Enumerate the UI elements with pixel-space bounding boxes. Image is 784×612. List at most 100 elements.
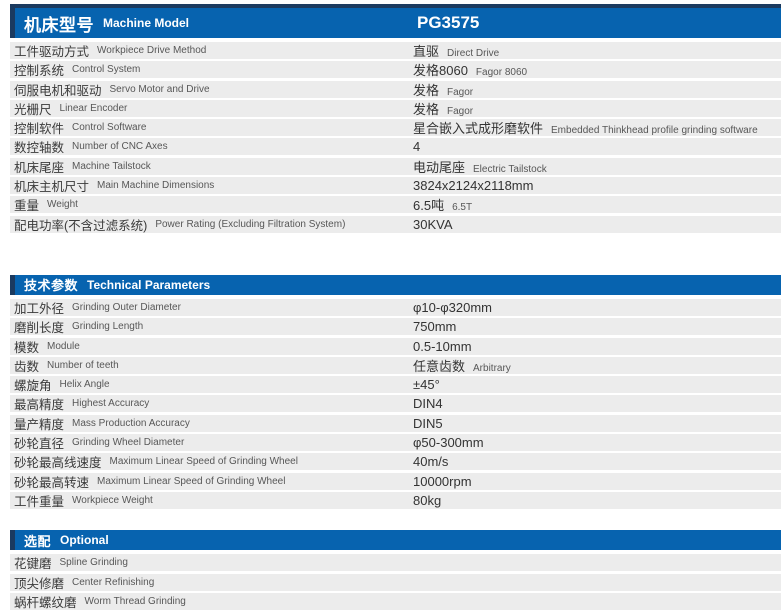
- header-label-zh: 技术参数: [24, 278, 79, 294]
- row-value-en: Direct Drive: [447, 48, 500, 59]
- row-value: 4: [413, 139, 420, 154]
- row-label-en: Grinding Length: [72, 321, 144, 333]
- row-value-zh: 750mm: [413, 319, 457, 335]
- row-label-zh: 重量: [14, 199, 40, 214]
- row-value-zh: 10000rpm: [413, 473, 472, 489]
- machine-model-value: PG3575: [417, 13, 480, 32]
- row-value-zh: 4: [413, 139, 421, 155]
- row-value: ±45°: [413, 377, 440, 392]
- row-label-en: Workpiece Drive Method: [97, 45, 207, 56]
- row-label-en: Grinding Wheel Diameter: [72, 437, 185, 449]
- row-label-zh: 配电功率(不含过滤系统): [14, 218, 148, 233]
- row-value: φ50-300mm: [413, 435, 484, 450]
- table-row: 机床主机尺寸 Main Machine Dimensions 3824x2124x2…: [10, 177, 781, 195]
- table-row: 配电功率(不含过滤系统) Power Rating (Excluding Filt…: [10, 215, 781, 233]
- row-value-zh: 80kg: [413, 492, 442, 508]
- row-value: 直驱 Direct Drive: [413, 41, 499, 60]
- row-value-zh: φ10-φ320mm: [413, 299, 492, 315]
- row-label-zh: 机床主机尺寸: [14, 180, 90, 195]
- row-label-zh: 机床尾座: [14, 160, 65, 175]
- table-row: 光栅尺 Linear Encoder 发格 Fagor: [10, 99, 781, 117]
- row-value: 电动尾座 Electric Tailstock: [413, 157, 547, 176]
- row-value-zh: 发格: [413, 101, 440, 117]
- table-row: 重量 Weight 6.5吨 6.5T: [10, 196, 781, 214]
- row-value-zh: 30KVA: [413, 216, 453, 232]
- row-value-en: Arbitrary: [473, 362, 511, 374]
- table-row: 伺服电机和驱动 Servo Motor and Drive 发格 Fagor: [10, 80, 781, 98]
- table-row: 数控轴数 Number of CNC Axes 4: [10, 138, 781, 156]
- optional-table: 选配 Optional 花键磨 Spline Grinding 顶尖修磨 Center…: [10, 530, 781, 610]
- row-value-zh: φ50-300mm: [413, 435, 484, 451]
- row-value: 10000rpm: [413, 474, 472, 489]
- row-label-zh: 磨削长度: [14, 321, 65, 336]
- row-value-zh: ±45°: [413, 377, 440, 393]
- row-label-zh: 量产精度: [14, 417, 65, 432]
- table-row: 蜗杆螺纹磨 Worm Thread Grinding: [10, 592, 781, 610]
- row-label-en: Machine Tailstock: [72, 160, 151, 172]
- row-label-en: Weight: [47, 199, 78, 211]
- row-value: 3824x2124x2118mm: [413, 178, 533, 193]
- row-value: DIN5: [413, 416, 443, 431]
- table-row: 螺旋角 Helix Angle ±45°: [10, 376, 781, 394]
- row-value: φ10-φ320mm: [413, 300, 492, 315]
- row-label-en: Control Software: [72, 122, 147, 134]
- row-label-en: Module: [47, 340, 80, 352]
- row-label-zh: 加工外径: [14, 301, 65, 316]
- row-label-en: Highest Accuracy: [72, 398, 150, 410]
- row-label-en: Spline Grinding: [59, 557, 128, 569]
- row-value: 星合嵌入式成形磨软件 Embedded Thinkhead profile gri…: [413, 118, 758, 137]
- optional-rows: 花键磨 Spline Grinding 顶尖修磨 Center Refinishing…: [10, 554, 781, 610]
- table-row: 花键磨 Spline Grinding: [10, 554, 781, 572]
- header-label-en: Machine Model: [103, 16, 190, 30]
- header-label-zh: 机床型号: [24, 15, 94, 35]
- row-label-zh: 砂轮直径: [14, 437, 65, 452]
- row-value-zh: 3824x2124x2118mm: [413, 178, 534, 194]
- technical-parameters-table: 技术参数 Technical Parameters 加工外径 Grinding O…: [10, 274, 781, 509]
- machine-model-table: 机床型号 Machine Model PG3575 工件驱动方式 Workpiec…: [10, 4, 781, 233]
- table-row: 量产精度 Mass Production Accuracy DIN5: [10, 414, 781, 432]
- header-label-en: Optional: [60, 533, 109, 548]
- row-label-en: Number of teeth: [47, 359, 119, 371]
- table-row: 工件重量 Workpiece Weight 80kg: [10, 491, 781, 509]
- row-value: DIN4: [413, 396, 443, 411]
- row-value-en: Fagor: [447, 105, 474, 117]
- row-label-zh: 花键磨: [14, 557, 52, 572]
- row-value: 30KVA: [413, 217, 453, 232]
- row-label-zh: 工件驱动方式: [14, 45, 90, 59]
- table-row: 最高精度 Highest Accuracy DIN4: [10, 395, 781, 413]
- row-label-en: Worm Thread Grinding: [84, 595, 186, 607]
- row-value-zh: 0.5-10mm: [413, 338, 472, 354]
- row-label-zh: 工件重量: [14, 494, 65, 509]
- row-label-zh: 齿数: [14, 359, 40, 374]
- row-label-en: Mass Production Accuracy: [72, 417, 190, 429]
- row-value-zh: DIN4: [413, 396, 443, 412]
- header-label-zh: 选配: [24, 533, 52, 549]
- table-row: 工件驱动方式 Workpiece Drive Method 直驱 Direct Dri…: [10, 42, 781, 59]
- row-label-en: Servo Motor and Drive: [109, 83, 210, 95]
- row-value: 40m/s: [413, 454, 448, 469]
- row-label-zh: 砂轮最高线速度: [14, 456, 102, 471]
- row-value-zh: 直驱: [413, 44, 440, 59]
- technical-parameters-header: 技术参数 Technical Parameters: [10, 274, 781, 295]
- row-label-en: Main Machine Dimensions: [97, 180, 215, 192]
- row-label-en: Grinding Outer Diameter: [72, 301, 181, 313]
- section-spacer: [10, 511, 781, 530]
- row-label-zh: 螺旋角: [14, 379, 52, 394]
- row-value-zh: DIN5: [413, 415, 443, 431]
- row-value: 发格8060 Fagor 8060: [413, 60, 527, 79]
- table-row: 砂轮最高转速 Maximum Linear Speed of Grinding W…: [10, 472, 781, 490]
- row-value: 80kg: [413, 493, 441, 508]
- row-value-en: Fagor: [447, 86, 474, 98]
- row-label-zh: 数控轴数: [14, 141, 65, 156]
- table-row: 齿数 Number of teeth 任意齿数 Arbitrary: [10, 356, 781, 374]
- row-value: 750mm: [413, 319, 456, 334]
- row-value-en: Electric Tailstock: [473, 163, 547, 175]
- row-label-zh: 最高精度: [14, 398, 65, 413]
- row-value-zh: 发格8060: [413, 63, 468, 79]
- machine-model-rows: 工件驱动方式 Workpiece Drive Method 直驱 Direct Dri…: [10, 42, 781, 233]
- row-label-en: Helix Angle: [59, 379, 110, 391]
- row-label-en: Number of CNC Axes: [72, 141, 168, 153]
- row-label-en: Workpiece Weight: [72, 494, 153, 506]
- table-row: 磨削长度 Grinding Length 750mm: [10, 318, 781, 336]
- table-row: 砂轮直径 Grinding Wheel Diameter φ50-300mm: [10, 434, 781, 452]
